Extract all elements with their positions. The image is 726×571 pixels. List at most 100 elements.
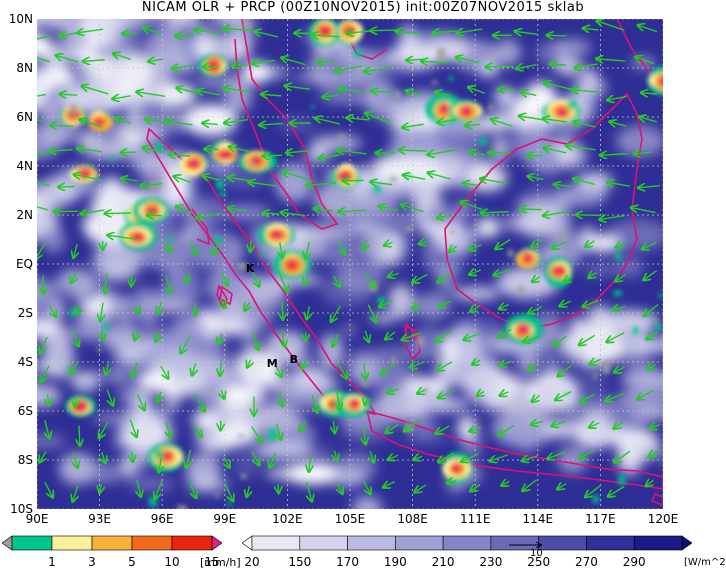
wind-vector bbox=[465, 124, 481, 125]
wind-vector bbox=[616, 243, 626, 248]
wind-vector bbox=[73, 485, 78, 501]
colorbar-swatch bbox=[299, 535, 348, 551]
wind-vector bbox=[72, 329, 79, 346]
light-precip-pixel bbox=[109, 156, 115, 161]
wind-vector bbox=[337, 240, 345, 255]
wind-vector bbox=[637, 389, 654, 399]
wind-vector bbox=[610, 122, 627, 126]
wind-vector bbox=[174, 176, 192, 183]
wind-vector bbox=[160, 365, 168, 378]
cloud-blob bbox=[451, 286, 500, 301]
wind-vector bbox=[177, 88, 196, 93]
wind-vector bbox=[47, 394, 49, 405]
wind-vector bbox=[314, 209, 334, 211]
wind-vector bbox=[532, 396, 541, 402]
light-precip-pixel bbox=[241, 473, 247, 479]
cloud-blob bbox=[128, 148, 178, 171]
wind-vector bbox=[212, 239, 222, 255]
wind-vector bbox=[80, 120, 102, 128]
wind-vector bbox=[37, 36, 51, 40]
wind-vector bbox=[73, 243, 77, 257]
cloud-blob bbox=[313, 448, 334, 459]
wind-vector bbox=[166, 275, 170, 293]
wind-vector bbox=[155, 480, 163, 499]
wind-vector bbox=[438, 272, 452, 283]
colorbar-tick-label: 210 bbox=[431, 555, 455, 569]
station-label: M bbox=[266, 357, 278, 371]
wind-vector bbox=[245, 302, 250, 310]
precip-cell bbox=[461, 108, 470, 115]
colorbar-swatch bbox=[171, 535, 213, 551]
wind-vector bbox=[281, 329, 285, 346]
small-island bbox=[219, 285, 233, 306]
light-precip-pixel bbox=[507, 249, 514, 257]
light-precip-pixel bbox=[67, 367, 71, 372]
wind-vector bbox=[129, 419, 136, 437]
precip-cell bbox=[341, 174, 349, 180]
precip-cell bbox=[147, 207, 155, 213]
colorbar-swatch bbox=[633, 535, 683, 551]
cloud-blob bbox=[553, 38, 591, 56]
cloud-blob bbox=[413, 177, 436, 217]
wind-vector bbox=[224, 483, 233, 501]
cloud-blob bbox=[626, 409, 643, 435]
cloud-blob bbox=[519, 444, 536, 455]
cloud-blob bbox=[457, 415, 477, 441]
wind-vector bbox=[312, 394, 317, 413]
wind-vector bbox=[37, 242, 46, 259]
wind-vector bbox=[639, 117, 658, 122]
wind-vector bbox=[195, 30, 220, 34]
precip-cell bbox=[345, 28, 353, 33]
precip-cell bbox=[323, 28, 329, 33]
wind-vector bbox=[544, 83, 572, 91]
light-precip-pixel bbox=[177, 505, 187, 509]
precip-cell bbox=[191, 159, 199, 166]
light-precip-pixel bbox=[592, 495, 599, 504]
wind-vector bbox=[102, 329, 103, 340]
wind-vector bbox=[607, 332, 625, 342]
light-precip-pixel bbox=[213, 236, 222, 244]
wind-vector bbox=[498, 328, 512, 337]
cloud-blob bbox=[37, 19, 40, 22]
light-precip-pixel bbox=[524, 247, 528, 253]
wind-vector bbox=[461, 202, 483, 211]
wind-vector bbox=[553, 335, 568, 346]
light-precip-pixel bbox=[361, 380, 368, 387]
light-precip-pixel bbox=[437, 47, 446, 61]
wind-vector bbox=[60, 94, 78, 95]
wind-vector bbox=[499, 361, 512, 365]
wind-vector bbox=[414, 456, 423, 459]
wind-vector bbox=[37, 56, 51, 63]
wind-vector bbox=[612, 306, 626, 310]
wind-vector bbox=[481, 212, 509, 213]
wind-vector bbox=[491, 119, 513, 127]
wind-vector bbox=[300, 420, 306, 431]
wind-vector bbox=[232, 65, 248, 66]
wind-vector bbox=[220, 361, 222, 375]
wind-vector bbox=[194, 393, 205, 411]
cloud-blob bbox=[37, 86, 64, 116]
light-precip-pixel bbox=[632, 326, 639, 335]
precip-cell bbox=[660, 77, 663, 82]
wind-vector bbox=[469, 245, 482, 250]
precip-cell bbox=[349, 400, 357, 406]
wind-vector bbox=[557, 484, 567, 489]
wind-vector bbox=[552, 422, 566, 426]
wind-vector bbox=[364, 239, 367, 250]
cloud-blob bbox=[72, 312, 115, 324]
cloud-blob bbox=[190, 380, 225, 404]
wind-vector bbox=[370, 182, 393, 185]
light-precip-pixel bbox=[448, 76, 454, 81]
cloud-blob bbox=[71, 371, 98, 393]
cloud-blob bbox=[235, 349, 280, 386]
colorbar-tick-label: 270 bbox=[574, 555, 598, 569]
wind-vector bbox=[583, 28, 599, 30]
precip-cell bbox=[440, 106, 448, 112]
wind-vector bbox=[438, 389, 456, 398]
wind-vector bbox=[515, 31, 538, 34]
wind-vector bbox=[555, 390, 572, 400]
wind-vector bbox=[100, 484, 102, 492]
colorbar-swatch bbox=[395, 535, 444, 551]
wind-vector bbox=[585, 241, 595, 247]
wind-vector bbox=[282, 58, 306, 66]
